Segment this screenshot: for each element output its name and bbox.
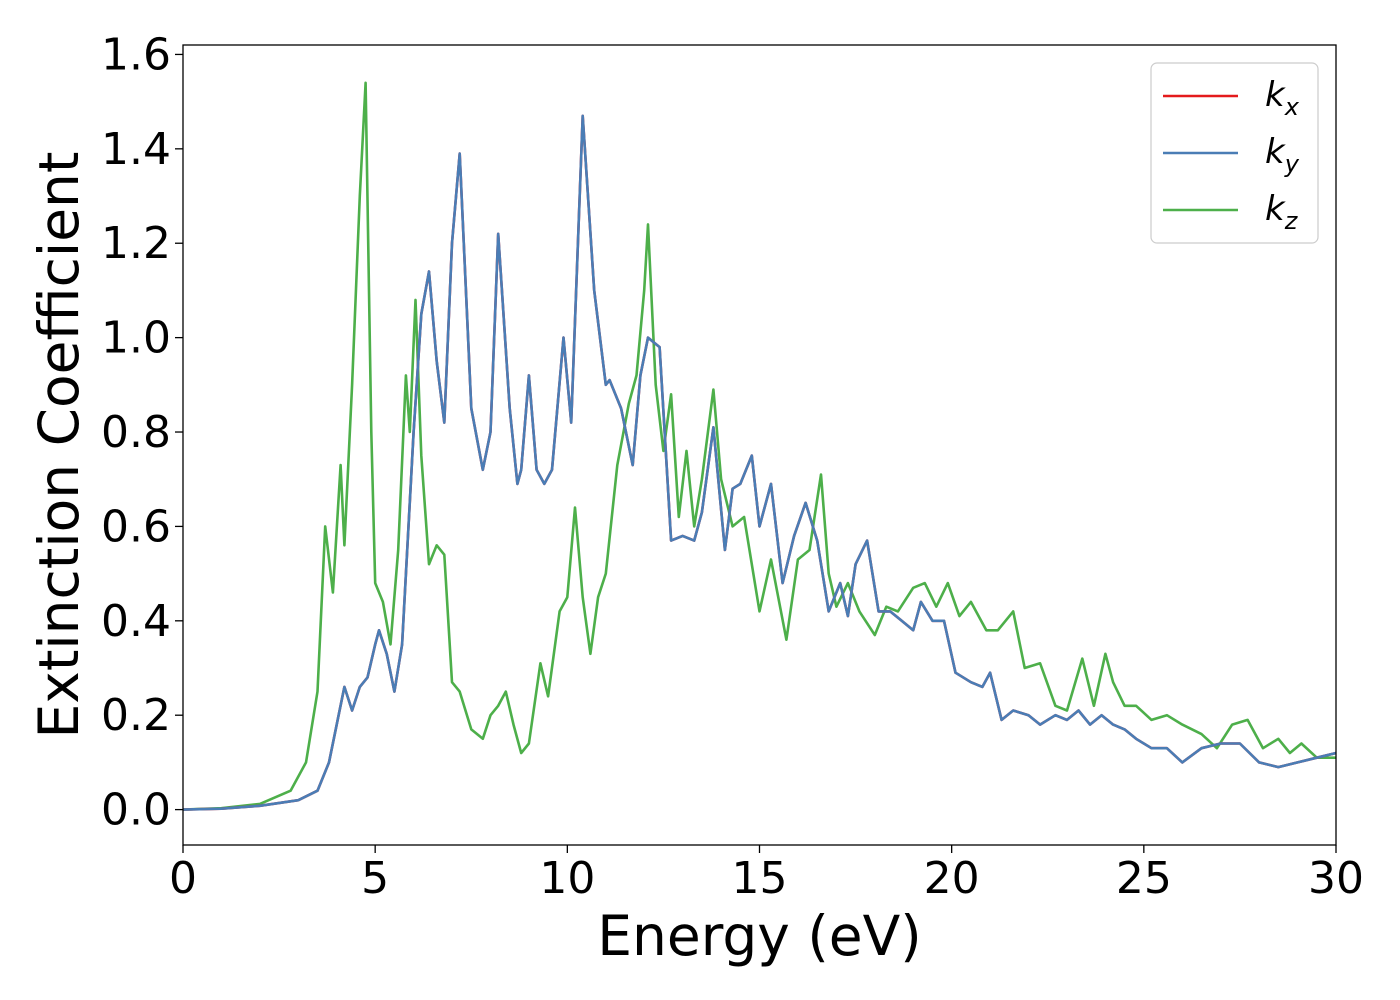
ticks-layer: 0 5 10 15 20 25 30 0.0 0.2 0.4 0.6 0.8 1.0 1.2 1.4 1.6 <box>101 29 1364 904</box>
x-tick-label: 25 <box>1116 853 1172 904</box>
series-line-kz <box>183 81 1336 811</box>
y-tick-label: 1.6 <box>101 29 171 80</box>
y-axis-title: Extinction Coefficient <box>27 152 91 739</box>
y-tick-label: 1.2 <box>101 218 171 269</box>
legend-label-kz: kz <box>1265 189 1299 235</box>
x-tick-label: 10 <box>539 853 595 904</box>
legend-label-subscript: z <box>1284 207 1299 235</box>
y-tick-label: 0.6 <box>101 501 171 552</box>
legend-label-base: k <box>1265 132 1286 172</box>
y-tick-label: 1.4 <box>101 124 171 175</box>
legend-label-subscript: y <box>1284 150 1300 178</box>
y-tick-label: 0.4 <box>101 596 171 647</box>
series-layer <box>183 81 1336 811</box>
legend-label-ky: ky <box>1265 132 1300 178</box>
x-axis-title: Energy (eV) <box>597 904 921 968</box>
x-tick-label: 20 <box>924 853 980 904</box>
legend-label-base: k <box>1265 189 1286 229</box>
legend-label-subscript: x <box>1284 93 1300 121</box>
x-tick-label: 5 <box>361 853 389 904</box>
series-line-ky <box>183 114 1336 811</box>
y-tick-label: 1.0 <box>101 313 171 364</box>
x-tick-label: 15 <box>732 853 788 904</box>
y-tick-label: 0.8 <box>101 407 171 458</box>
x-tick-label: 30 <box>1308 853 1364 904</box>
legend-label-kx: kx <box>1265 75 1300 121</box>
legend-label-base: k <box>1265 75 1286 115</box>
y-tick-label: 0.2 <box>101 690 171 741</box>
y-tick-label: 0.0 <box>101 785 171 836</box>
x-tick-label: 0 <box>169 853 197 904</box>
